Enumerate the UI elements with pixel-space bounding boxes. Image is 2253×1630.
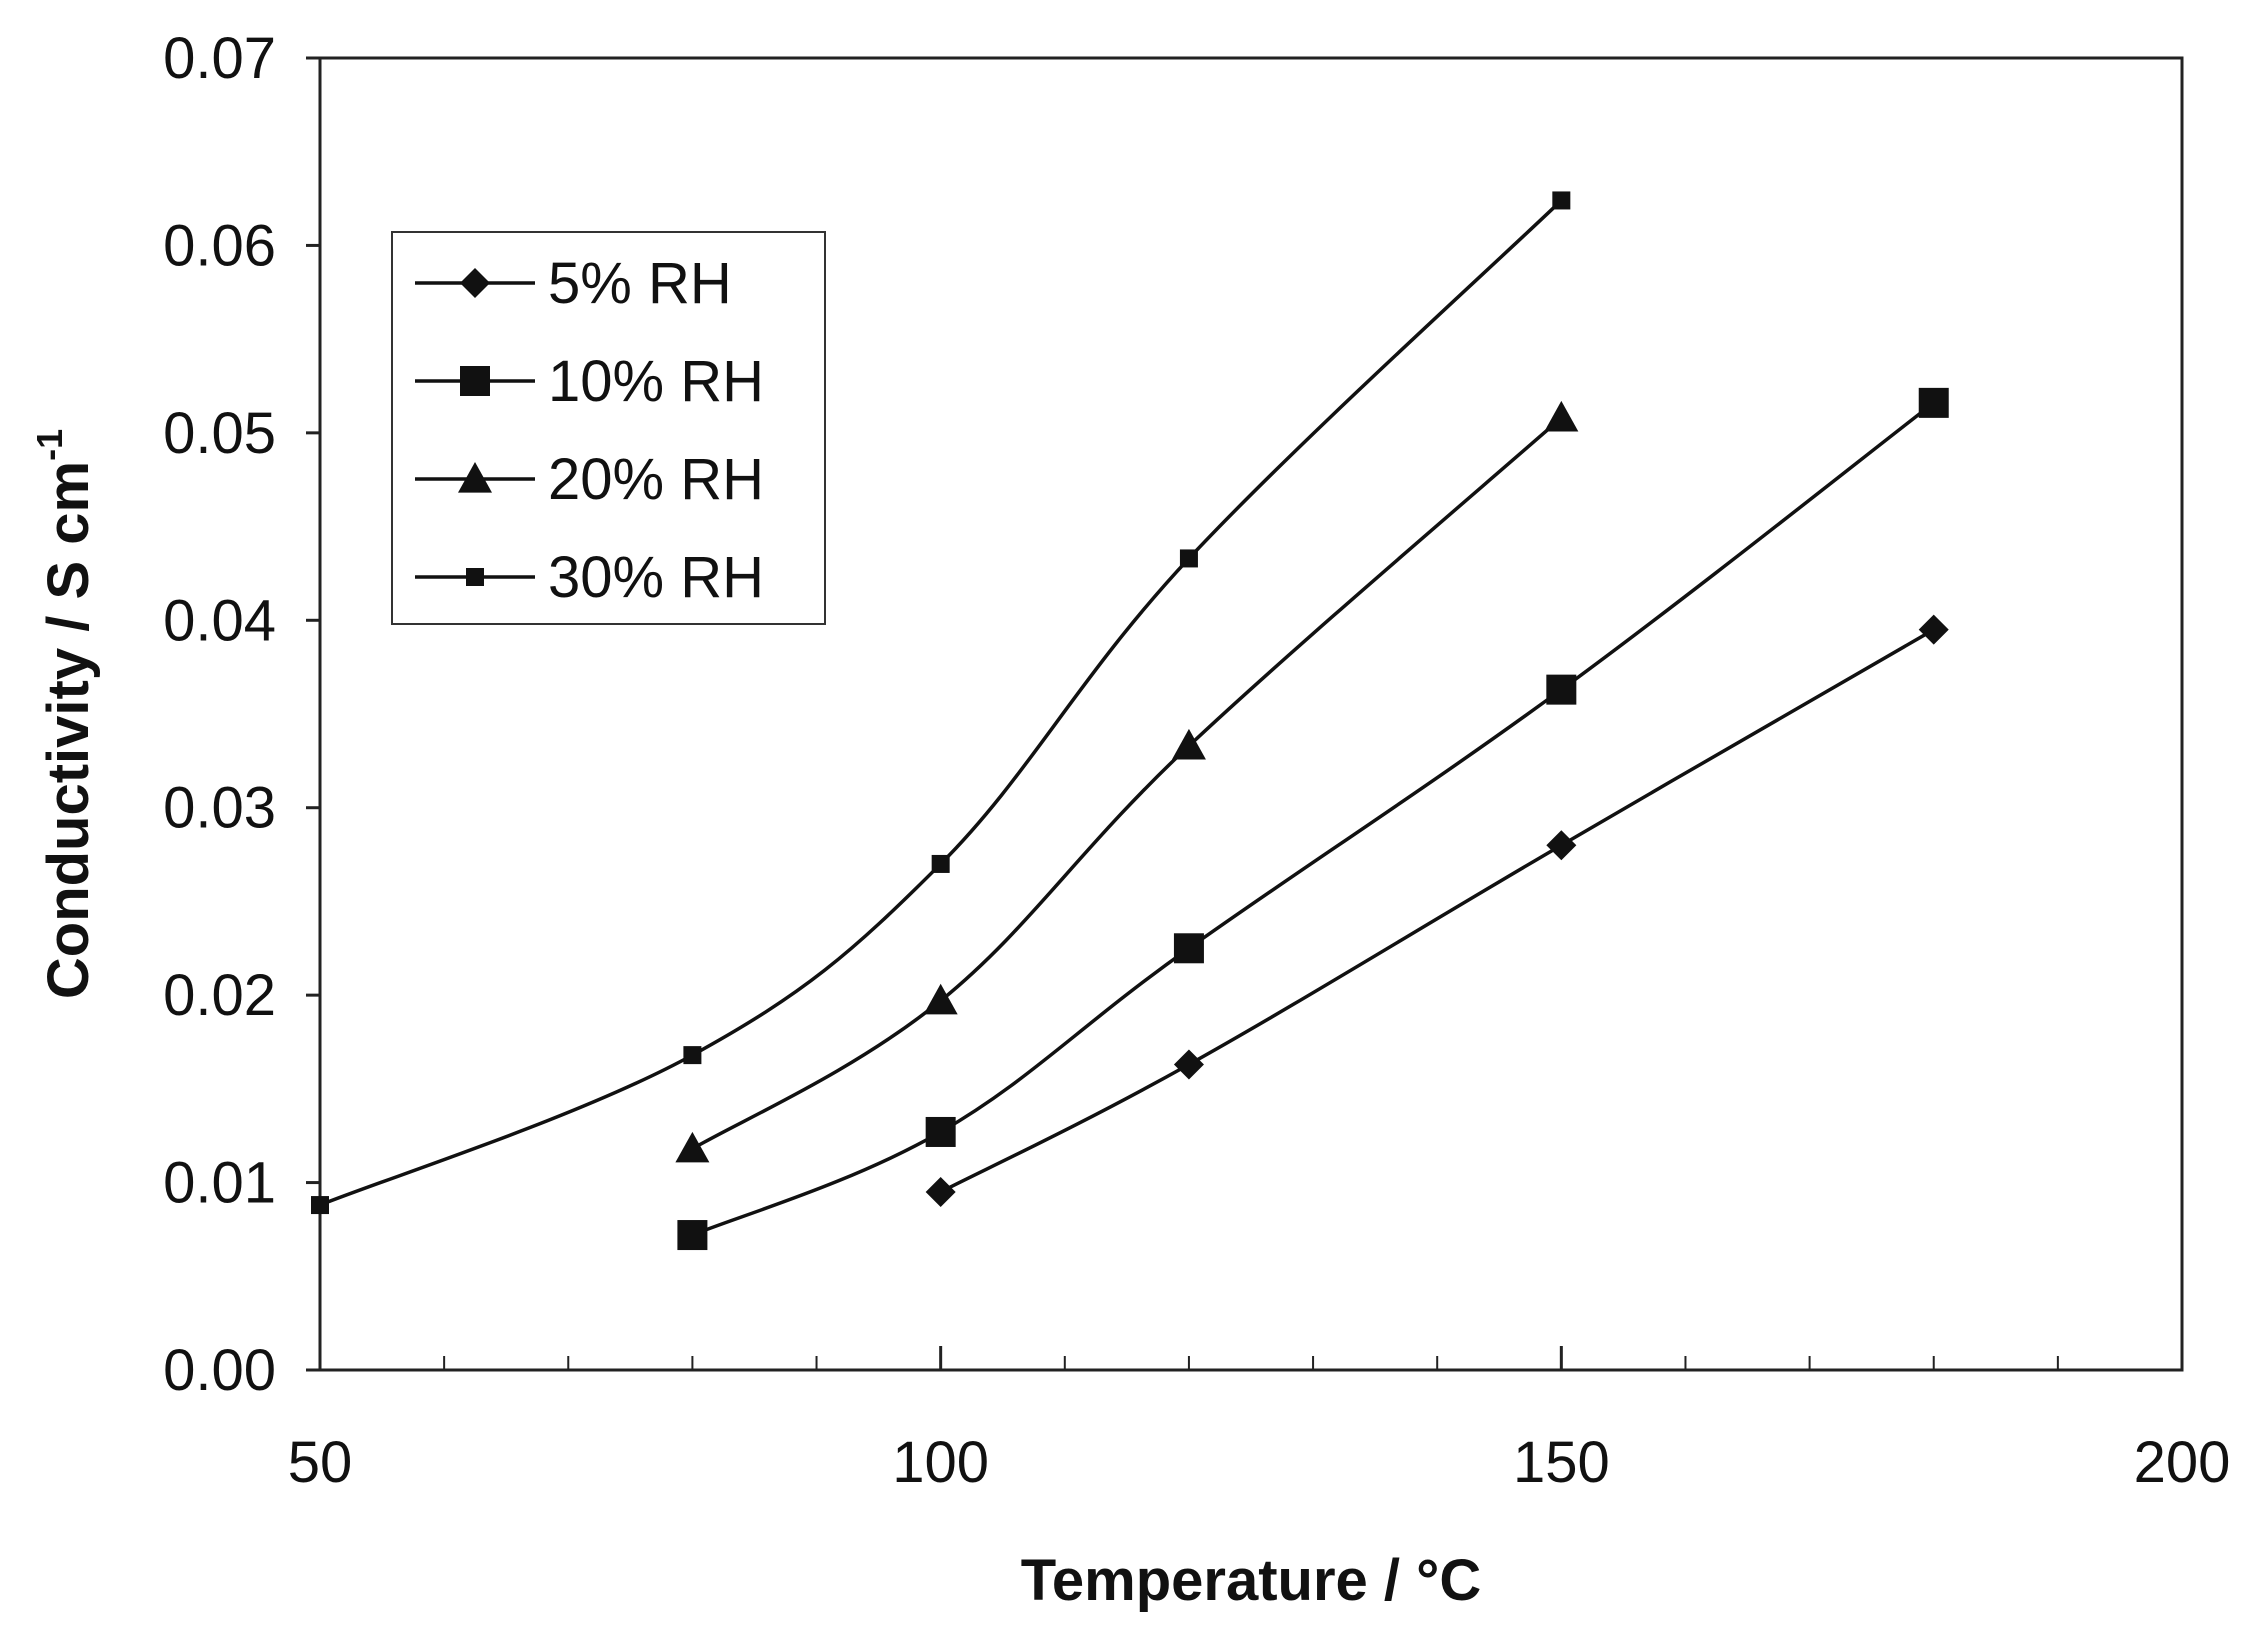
- y-axis-ticks: 0.00 0.01 0.02 0.03 0.04 0.05 0.06 0.07: [163, 26, 320, 1403]
- legend-label: 10% RH: [548, 349, 764, 414]
- x-axis-title: Temperature / °C: [1021, 1548, 1481, 1613]
- series-layer: [311, 191, 1949, 1251]
- series-20-pct-rh: [675, 400, 1579, 1163]
- legend-entries: 5% RH 10% RH 20% RH 30% RH: [415, 251, 764, 610]
- legend-marker-10-pct-rh: [460, 366, 490, 396]
- y-axis-title: Conductivity / S cm-1: [29, 429, 101, 999]
- data-point-5-pct-rh: [1546, 830, 1577, 861]
- legend: 5% RH 10% RH 20% RH 30% RH: [391, 231, 826, 625]
- legend-marker-20-pct-rh: [458, 462, 492, 493]
- y-tick-label: 0.05: [163, 401, 276, 466]
- y-axis-title-main: Conductivity / S cm: [36, 461, 101, 999]
- series-line-20-pct-rh: [691, 416, 1563, 1151]
- data-point-10-pct-rh: [1173, 933, 1204, 964]
- legend-marker-5-pct-rh: [460, 268, 490, 298]
- data-point-30-pct-rh: [311, 1196, 329, 1215]
- data-point-10-pct-rh: [1546, 674, 1577, 705]
- legend-item-30-pct-rh: 30% RH: [415, 545, 764, 610]
- y-axis-title-superscript: -1: [29, 429, 70, 461]
- y-tick-label: 0.03: [163, 776, 276, 841]
- x-axis-ticks: 50 100 150 200: [288, 1346, 2231, 1495]
- data-point-20-pct-rh: [923, 983, 958, 1015]
- data-point-20-pct-rh: [675, 1131, 710, 1163]
- data-point-30-pct-rh: [683, 1046, 702, 1065]
- x-tick-label: 200: [2134, 1430, 2231, 1495]
- legend-marker-30-pct-rh: [466, 568, 484, 586]
- y-tick-label: 0.04: [163, 588, 276, 653]
- series-30-pct-rh: [311, 191, 1571, 1215]
- data-point-30-pct-rh: [931, 854, 950, 873]
- data-point-10-pct-rh: [677, 1220, 708, 1251]
- legend-label: 30% RH: [548, 545, 764, 610]
- legend-item-10-pct-rh: 10% RH: [415, 349, 764, 414]
- series-10-pct-rh: [677, 387, 1949, 1251]
- data-point-10-pct-rh: [1918, 387, 1949, 418]
- legend-box: [391, 231, 826, 625]
- series-line-5-pct-rh: [939, 628, 1935, 1194]
- legend-item-5-pct-rh: 5% RH: [415, 251, 732, 316]
- data-point-30-pct-rh: [1552, 191, 1571, 210]
- legend-label: 20% RH: [548, 447, 764, 512]
- legend-item-20-pct-rh: 20% RH: [415, 447, 764, 512]
- x-tick-label: 50: [288, 1430, 353, 1495]
- plot-frame: [318, 56, 2184, 1372]
- data-point-5-pct-rh: [1173, 1049, 1204, 1080]
- data-point-20-pct-rh: [1544, 400, 1579, 432]
- data-point-5-pct-rh: [925, 1176, 956, 1207]
- svg-text:Conductivity / S cm-1: Conductivity / S cm-1: [29, 429, 101, 999]
- y-tick-label: 0.00: [163, 1338, 276, 1403]
- data-point-20-pct-rh: [1171, 728, 1206, 760]
- y-tick-label: 0.01: [163, 1151, 276, 1216]
- data-point-30-pct-rh: [1179, 549, 1198, 568]
- data-point-10-pct-rh: [925, 1116, 956, 1147]
- y-tick-label: 0.02: [163, 963, 276, 1028]
- legend-label: 5% RH: [548, 251, 732, 316]
- y-tick-label: 0.06: [163, 213, 276, 278]
- x-tick-label: 150: [1513, 1430, 1610, 1495]
- y-tick-label: 0.07: [163, 26, 276, 91]
- series-line-30-pct-rh: [319, 199, 1563, 1207]
- data-point-5-pct-rh: [1918, 614, 1949, 645]
- series-5-pct-rh: [925, 614, 1949, 1207]
- x-tick-label: 100: [892, 1430, 989, 1495]
- series-line-10-pct-rh: [691, 401, 1935, 1237]
